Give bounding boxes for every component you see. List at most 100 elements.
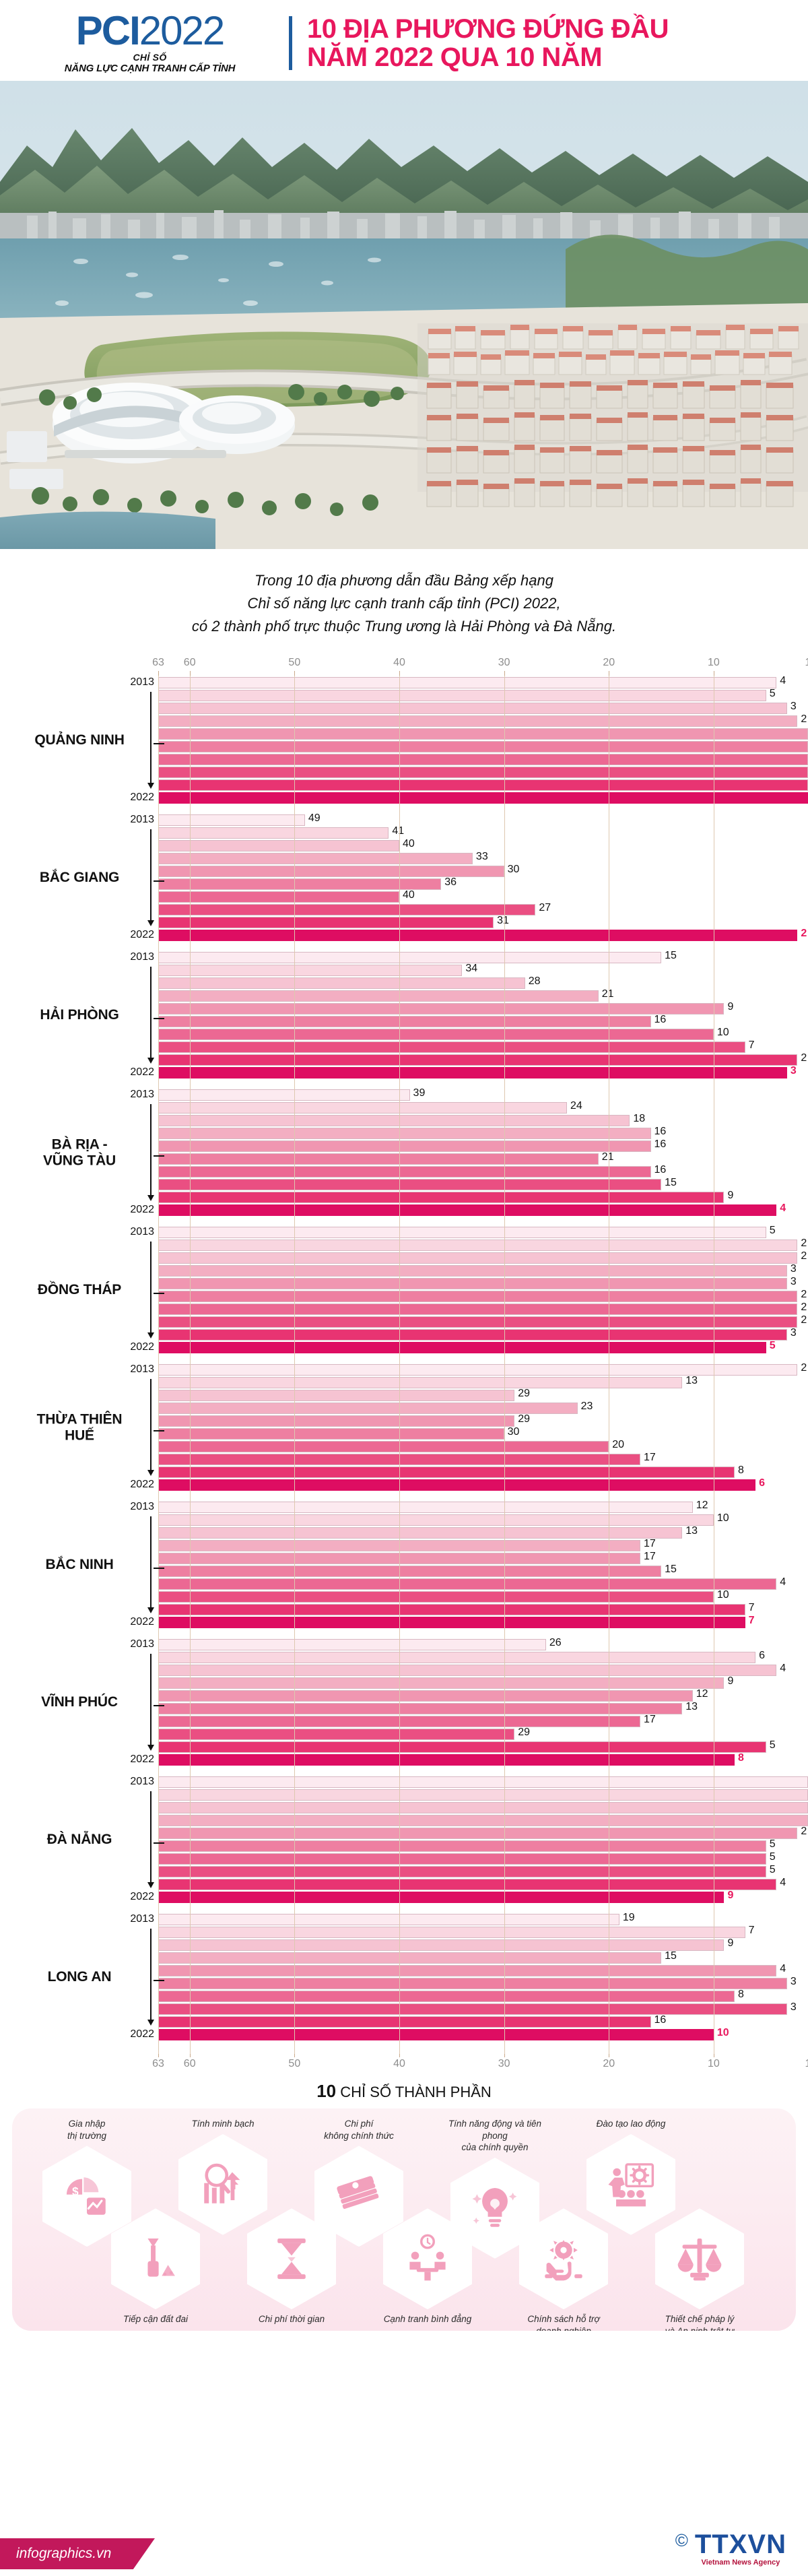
bar[interactable] <box>158 1802 808 1814</box>
bar-row[interactable]: 15 <box>158 1177 808 1191</box>
bar-row[interactable]: 2013 12 <box>130 1500 808 1514</box>
bar[interactable] <box>158 1390 515 1402</box>
bar[interactable] <box>158 1741 766 1753</box>
bar-row[interactable]: 23 <box>158 1400 808 1415</box>
bar-row[interactable]: 2013 15 <box>130 950 808 964</box>
bar-row[interactable]: 16 <box>158 1126 808 1140</box>
bar-row[interactable]: 10 <box>158 1512 808 1526</box>
bar-row[interactable]: 4 <box>158 1663 808 1677</box>
component-2[interactable]: Tiếp cận đất đai <box>105 2208 206 2325</box>
bar-row[interactable]: 5 <box>158 1851 808 1865</box>
bar[interactable] <box>158 1377 683 1389</box>
bar-row[interactable]: 15 <box>158 1950 808 1964</box>
bar-row[interactable]: 2 <box>158 1237 808 1252</box>
bar-row[interactable]: 13 <box>158 1375 808 1389</box>
bar[interactable] <box>158 853 473 865</box>
bar-row[interactable]: 2 <box>158 1314 808 1328</box>
bar[interactable] <box>158 1789 808 1801</box>
bar[interactable] <box>158 1652 756 1664</box>
bar[interactable] <box>158 1892 725 1904</box>
bar-row[interactable]: 2022 3 <box>130 1065 808 1079</box>
bar-row[interactable]: 2013 49 <box>130 812 808 827</box>
bar[interactable] <box>158 840 399 852</box>
bar[interactable] <box>158 779 808 792</box>
component-5[interactable]: Chi phí không chính thức <box>308 2118 409 2247</box>
bar-row[interactable]: 30 <box>158 864 808 878</box>
bar[interactable] <box>158 1578 777 1590</box>
bar-row[interactable]: 33 <box>158 851 808 865</box>
bar[interactable] <box>158 1342 766 1354</box>
bar-row[interactable]: 15 <box>158 1564 808 1578</box>
bar[interactable] <box>158 1041 745 1054</box>
bar[interactable] <box>158 1690 693 1702</box>
bar[interactable] <box>158 1828 798 1840</box>
business-support-icon[interactable] <box>519 2208 608 2310</box>
bar[interactable] <box>158 827 389 839</box>
bar-row[interactable]: 1 <box>158 754 808 766</box>
bar[interactable] <box>158 1441 609 1453</box>
bar[interactable] <box>158 1265 787 1277</box>
bar-row[interactable]: 16 <box>158 1138 808 1153</box>
bar-row[interactable]: 2013 2 <box>130 1362 808 1376</box>
bar[interactable] <box>158 1102 568 1114</box>
bar[interactable] <box>158 1879 777 1891</box>
bar-row[interactable]: 8 <box>158 1989 808 2003</box>
bar[interactable] <box>158 1115 630 1127</box>
bar-row[interactable]: 1 <box>158 1802 808 1814</box>
bar[interactable] <box>158 965 463 977</box>
bar-row[interactable]: 3 <box>158 1276 808 1290</box>
bar[interactable] <box>158 677 777 689</box>
bar[interactable] <box>158 1128 651 1140</box>
labor-training-icon[interactable] <box>586 2133 675 2235</box>
bar[interactable] <box>158 1067 787 1079</box>
market-entry-icon[interactable]: $ <box>42 2146 131 2247</box>
bar[interactable] <box>158 1204 777 1217</box>
bar[interactable] <box>158 1252 798 1264</box>
bar[interactable] <box>158 1179 662 1191</box>
bar-row[interactable]: 1 <box>158 1789 808 1801</box>
bar[interactable] <box>158 1729 515 1741</box>
bar-row[interactable]: 16 <box>158 1014 808 1028</box>
bar[interactable] <box>158 1866 766 1878</box>
bar[interactable] <box>158 1089 410 1101</box>
component-10[interactable]: Thiết chế pháp lývà An ninh trật tự <box>649 2208 750 2331</box>
bar[interactable] <box>158 917 494 929</box>
bar[interactable] <box>158 1227 766 1239</box>
bar-row[interactable]: 8 <box>158 1464 808 1479</box>
bar-row[interactable]: 2013 5 <box>130 1225 808 1239</box>
bar-row[interactable]: 9 <box>158 1675 808 1689</box>
bar[interactable] <box>158 741 808 753</box>
bar-row[interactable]: 3 <box>158 1976 808 1990</box>
bar[interactable] <box>158 1153 599 1165</box>
bar[interactable] <box>158 866 504 878</box>
bar-row[interactable]: 34 <box>158 963 808 977</box>
bar-row[interactable]: 1 <box>158 767 808 779</box>
bar-row[interactable]: 27 <box>158 902 808 916</box>
bar-row[interactable]: 7 <box>158 1925 808 1939</box>
bar-row[interactable]: 1 <box>158 741 808 753</box>
bar[interactable] <box>158 2016 651 2028</box>
bar[interactable] <box>158 878 442 891</box>
bar[interactable] <box>158 891 399 903</box>
bar-row[interactable]: 2022 5 <box>130 1340 808 1354</box>
bar-row[interactable]: 2022 6 <box>130 1477 808 1491</box>
bar[interactable] <box>158 904 536 916</box>
bar[interactable] <box>158 1617 745 1629</box>
bar-row[interactable]: 12 <box>158 1688 808 1702</box>
bar[interactable] <box>158 1776 808 1789</box>
bar[interactable] <box>158 1291 798 1303</box>
bar[interactable] <box>158 1316 798 1328</box>
bar-row[interactable]: 2022 4 <box>130 1202 808 1217</box>
bar[interactable] <box>158 1703 683 1715</box>
bar[interactable] <box>158 1502 693 1514</box>
bar-row[interactable]: 2 <box>158 1250 808 1264</box>
bar[interactable] <box>158 728 808 740</box>
bar-row[interactable]: 7 <box>158 1602 808 1616</box>
bar[interactable] <box>158 1029 714 1041</box>
bar[interactable] <box>158 1566 662 1578</box>
bar-row[interactable]: 17 <box>158 1714 808 1728</box>
bar[interactable] <box>158 1939 725 1952</box>
bar-row[interactable]: 13 <box>158 1525 808 1539</box>
